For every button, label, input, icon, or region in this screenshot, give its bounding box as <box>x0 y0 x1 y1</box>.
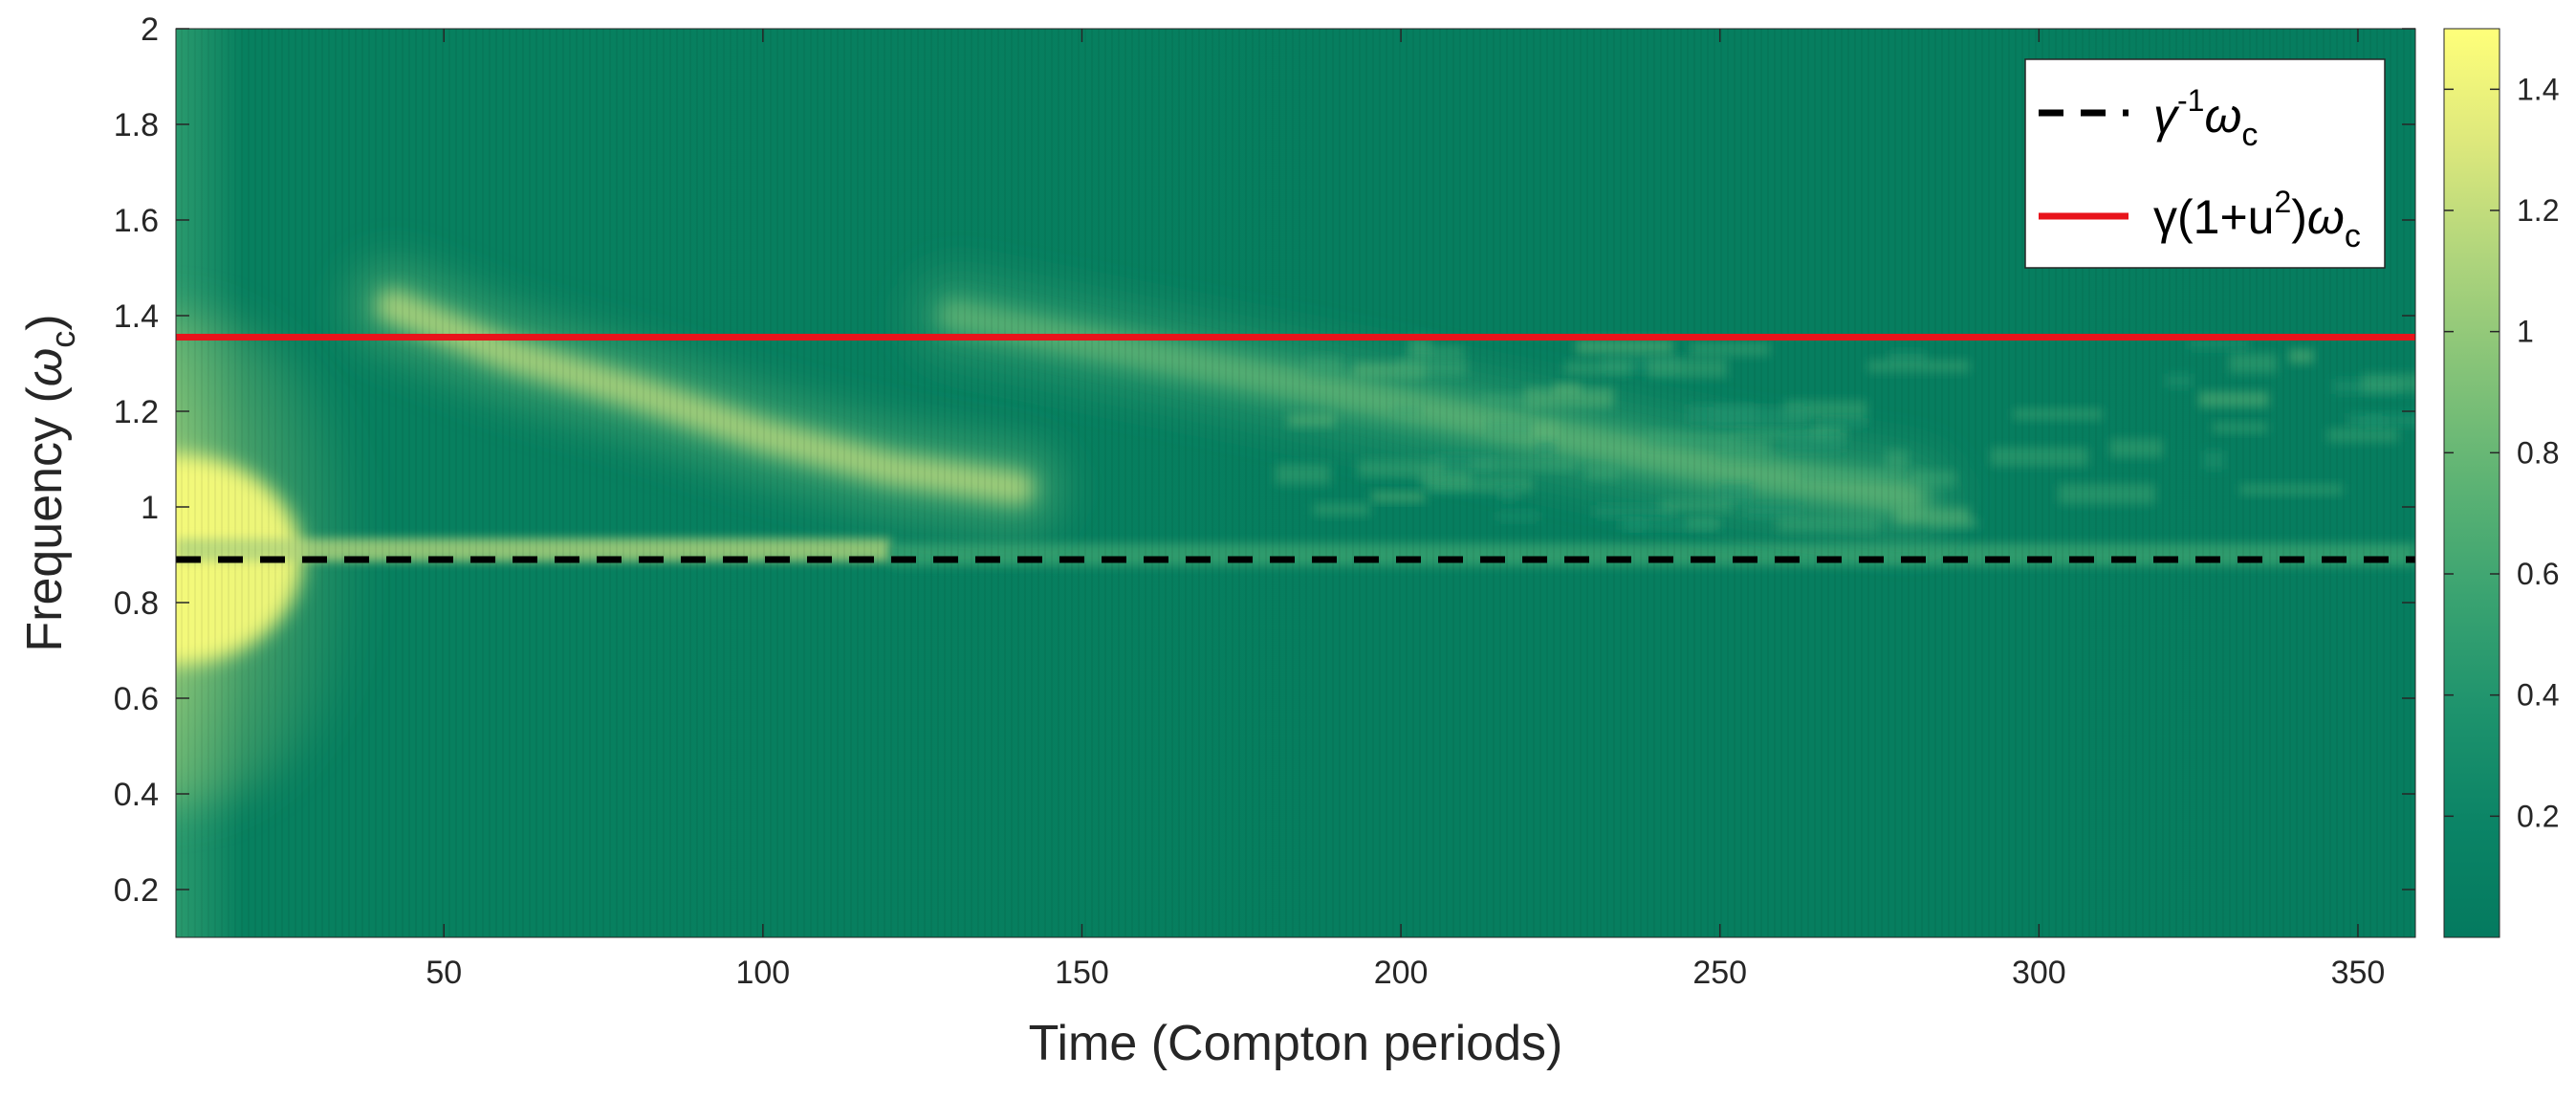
legend-1-base: γ <box>2153 89 2180 143</box>
y-tick-label: 0.4 <box>114 777 159 813</box>
x-tick-label: 150 <box>1055 955 1109 991</box>
legend-1-sym: ω <box>2204 89 2241 143</box>
y-tick-label: 1.4 <box>114 298 159 335</box>
x-tick-label: 50 <box>426 955 462 991</box>
legend-entry-gamma-u: γ(1+u2)ωc <box>2153 185 2361 254</box>
legend-2-sym: ω <box>2307 190 2345 244</box>
colorbar-tick-label: 0.2 <box>2517 799 2559 833</box>
x-tick-label: 200 <box>1374 955 1429 991</box>
colorbar-tick-label: 1.4 <box>2517 72 2559 106</box>
legend-2-sub: c <box>2345 218 2361 254</box>
legend-box <box>2024 58 2386 269</box>
x-axis-label: Time (Compton periods) <box>1029 1016 1563 1071</box>
y-axis-label-sub: c <box>43 331 82 348</box>
legend-2-close: ) <box>2291 190 2307 244</box>
y-tick-label: 0.2 <box>114 872 159 909</box>
y-tick-label: 0.6 <box>114 681 159 717</box>
colorbar: 0.2 0.4 0.6 0.8 1 1.2 1.4 <box>2443 28 2559 938</box>
legend-1-sup: -1 <box>2177 83 2204 118</box>
x-tick-label: 350 <box>2331 955 2386 991</box>
y-tick-label: 1.6 <box>114 203 159 239</box>
legend-1-sub: c <box>2241 117 2258 153</box>
legend-2-base: γ(1+u <box>2153 190 2274 244</box>
y-tick-label: 1.8 <box>114 107 159 143</box>
legend: γ-1ωc γ(1+u2)ωc <box>2024 58 2386 269</box>
colorbar-tick-label: 1.2 <box>2517 193 2559 228</box>
y-tick-label: 1.2 <box>114 394 159 430</box>
legend-entry-inverse-gamma: γ-1ωc <box>2153 83 2258 153</box>
colorbar-tick-label: 1 <box>2517 315 2534 349</box>
x-tick-label: 250 <box>1692 955 1747 991</box>
y-axis-label: Frequency (ωc) <box>17 314 82 651</box>
plot-frame <box>175 28 2416 938</box>
y-tick-label: 1 <box>141 490 159 526</box>
y-tick-label: 0.8 <box>114 585 159 622</box>
y-axis-label-main: Frequency ( <box>17 386 73 652</box>
x-axis-ticks: 50 100 150 200 250 300 350 <box>426 29 2385 991</box>
colorbar-ticks: 0.2 0.4 0.6 0.8 1 1.2 1.4 <box>2444 72 2559 833</box>
y-axis-label-symbol: ω <box>17 348 73 387</box>
x-tick-label: 300 <box>2012 955 2066 991</box>
colorbar-gradient <box>2443 28 2500 938</box>
colorbar-tick-label: 0.8 <box>2517 435 2559 470</box>
y-axis-ticks: 0.2 0.4 0.6 0.8 1 1.2 1.4 1.6 1.8 2 <box>114 11 2415 909</box>
colorbar-tick-label: 0.6 <box>2517 557 2559 591</box>
x-tick-label: 100 <box>735 955 790 991</box>
legend-2-sup: 2 <box>2274 185 2291 219</box>
y-tick-label: 2 <box>141 11 159 48</box>
colorbar-tick-label: 0.4 <box>2517 678 2559 713</box>
reference-lines <box>176 334 2415 563</box>
y-axis-label-close: ) <box>17 314 73 330</box>
